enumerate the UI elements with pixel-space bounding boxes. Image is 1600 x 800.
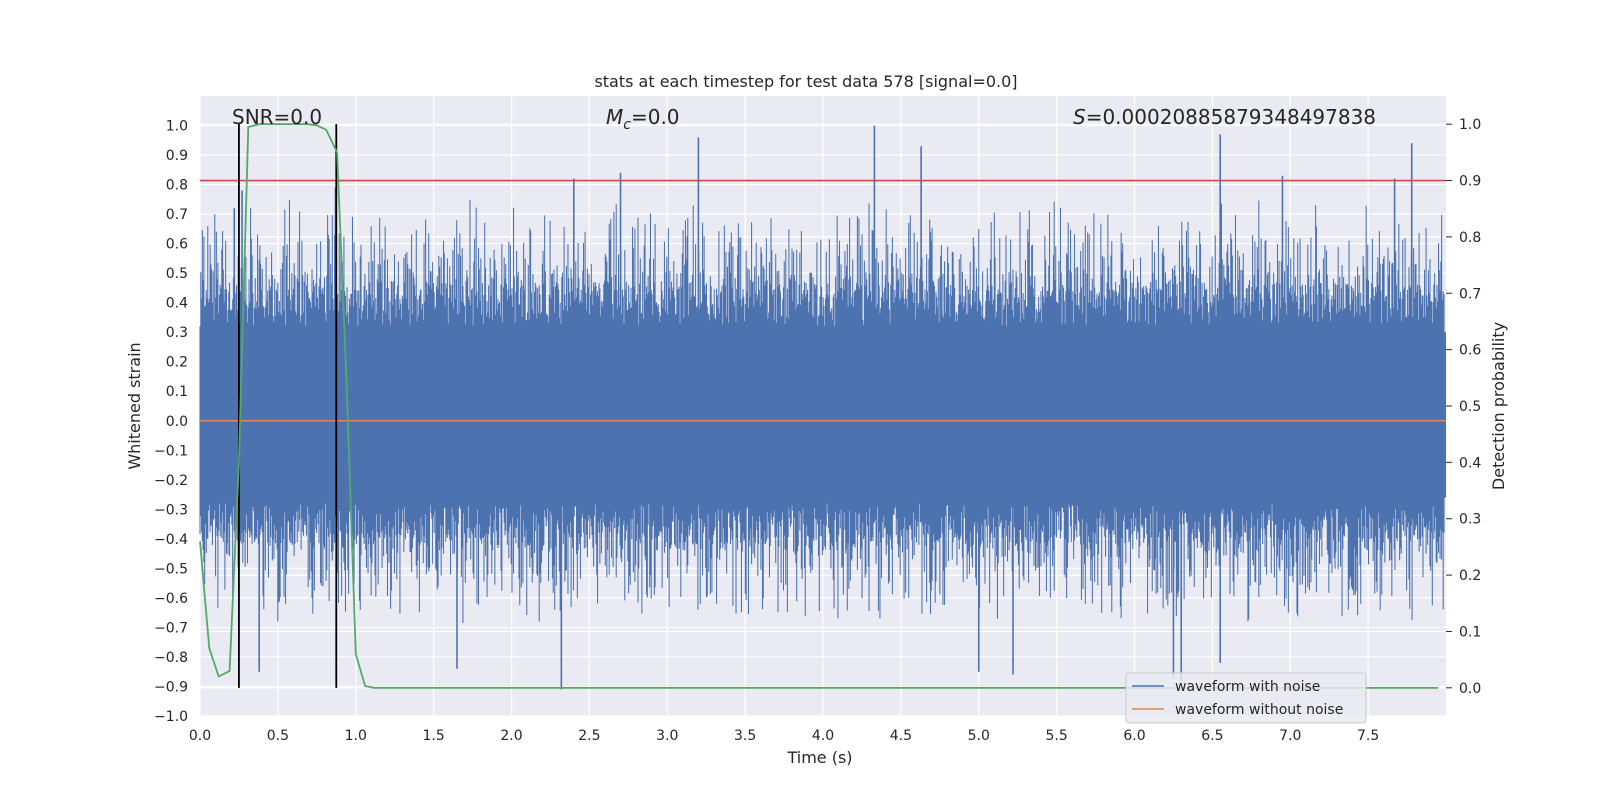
x-tick-label: 5.0 (968, 728, 990, 744)
y-right-tick-label: 1.0 (1459, 117, 1481, 133)
x-axis-label: Time (s) (786, 748, 852, 767)
y-left-tick-label: 0.5 (166, 266, 188, 282)
chirp-mass-subscript: c (623, 117, 631, 133)
statistic-annotation: S=0.00020885879348497838 (1073, 105, 1376, 129)
y-left-axis-ticks: 1.0 0.9 0.8 0.7 0.6 0.5 0.4 0.3 0.2 0.1 0.0 −0.1 −0.… (154, 119, 188, 725)
noise-waveform-core (200, 332, 1446, 498)
y-left-tick-label: −0.3 (154, 502, 188, 518)
y-right-axis-label: Detection probability (1489, 322, 1508, 490)
y-left-tick-label: −0.8 (154, 650, 188, 666)
y-left-tick-label: −0.7 (154, 620, 188, 636)
y-right-tick-label: 0.2 (1459, 568, 1481, 584)
y-left-tick-label: 0.4 (166, 296, 188, 312)
y-right-tick-label: 0.6 (1459, 343, 1481, 359)
x-tick-label: 4.0 (812, 728, 834, 744)
statistic-symbol: S (1073, 105, 1086, 129)
y-left-tick-label: 0.6 (166, 237, 188, 253)
chirp-mass-value: =0.0 (631, 105, 680, 129)
detection-window-group (238, 124, 338, 688)
chart-title: stats at each timestep for test data 578… (594, 72, 1017, 91)
y-left-tick-label: 0.3 (166, 325, 188, 341)
x-tick-label: 2.5 (578, 728, 600, 744)
snr-annotation: SNR=0.0 (232, 105, 322, 129)
y-right-tick-label: 0.1 (1459, 624, 1481, 640)
y-right-tick-label: 0.0 (1459, 681, 1481, 697)
legend-label-clean: waveform without noise (1175, 702, 1343, 718)
y-right-tick-label: 0.9 (1459, 174, 1481, 190)
chirp-mass-annotation: Mc=0.0 (606, 105, 680, 133)
x-tick-label: 3.5 (734, 728, 756, 744)
y-left-tick-label: 0.9 (166, 148, 188, 164)
x-tick-label: 1.0 (345, 728, 367, 744)
y-left-tick-label: −0.5 (154, 561, 188, 577)
x-tick-label: 4.5 (890, 728, 912, 744)
y-right-tick-label: 0.4 (1459, 455, 1481, 471)
y-left-tick-label: 0.7 (166, 207, 188, 223)
series-detection-probability (199, 123, 1439, 689)
detection-probability-line (199, 123, 1439, 689)
y-right-axis-ticks: 1.0 0.9 0.8 0.7 0.6 0.5 0.4 0.3 0.2 0.1 0.0 (1446, 117, 1481, 697)
y-left-tick-label: −1.0 (154, 709, 188, 725)
x-tick-label: 3.0 (656, 728, 678, 744)
x-tick-label: 7.5 (1357, 728, 1379, 744)
series-waveform-with-noise (199, 125, 1446, 690)
statistic-value: =0.00020885879348497838 (1086, 105, 1376, 129)
y-left-tick-label: 0.1 (166, 384, 188, 400)
y-right-tick-label: 0.7 (1459, 286, 1481, 302)
y-left-tick-label: 0.0 (166, 414, 188, 430)
y-left-tick-label: −0.1 (154, 443, 188, 459)
y-left-tick-label: −0.6 (154, 591, 188, 607)
y-right-tick-label: 0.3 (1459, 512, 1481, 528)
y-left-axis-label: Whitened strain (125, 342, 144, 469)
y-right-tick-label: 0.5 (1459, 399, 1481, 415)
y-left-tick-label: −0.4 (154, 532, 188, 548)
x-tick-label: 1.5 (422, 728, 444, 744)
y-left-tick-label: 0.8 (166, 178, 188, 194)
chirp-mass-symbol: M (606, 105, 623, 129)
y-right-tick-label: 0.8 (1459, 230, 1481, 246)
legend: waveform with noise waveform without noi… (1125, 672, 1367, 724)
y-left-tick-label: −0.2 (154, 473, 188, 489)
y-left-tick-label: −0.9 (154, 679, 188, 695)
x-tick-label: 0.0 (189, 728, 211, 744)
y-left-tick-label: 0.2 (166, 355, 188, 371)
x-tick-label: 2.0 (500, 728, 522, 744)
y-left-tick-label: 1.0 (166, 119, 188, 135)
x-axis-ticks: 0.0 0.5 1.0 1.5 2.0 2.5 3.0 3.5 4.0 4.5 5.0 5.5 6.0 6… (189, 728, 1379, 744)
x-tick-label: 0.5 (267, 728, 289, 744)
x-tick-label: 6.0 (1123, 728, 1145, 744)
x-tick-label: 6.5 (1201, 728, 1223, 744)
legend-box (1125, 672, 1367, 724)
x-tick-label: 7.0 (1279, 728, 1301, 744)
legend-label-noise: waveform with noise (1175, 679, 1320, 695)
x-tick-label: 5.5 (1045, 728, 1067, 744)
